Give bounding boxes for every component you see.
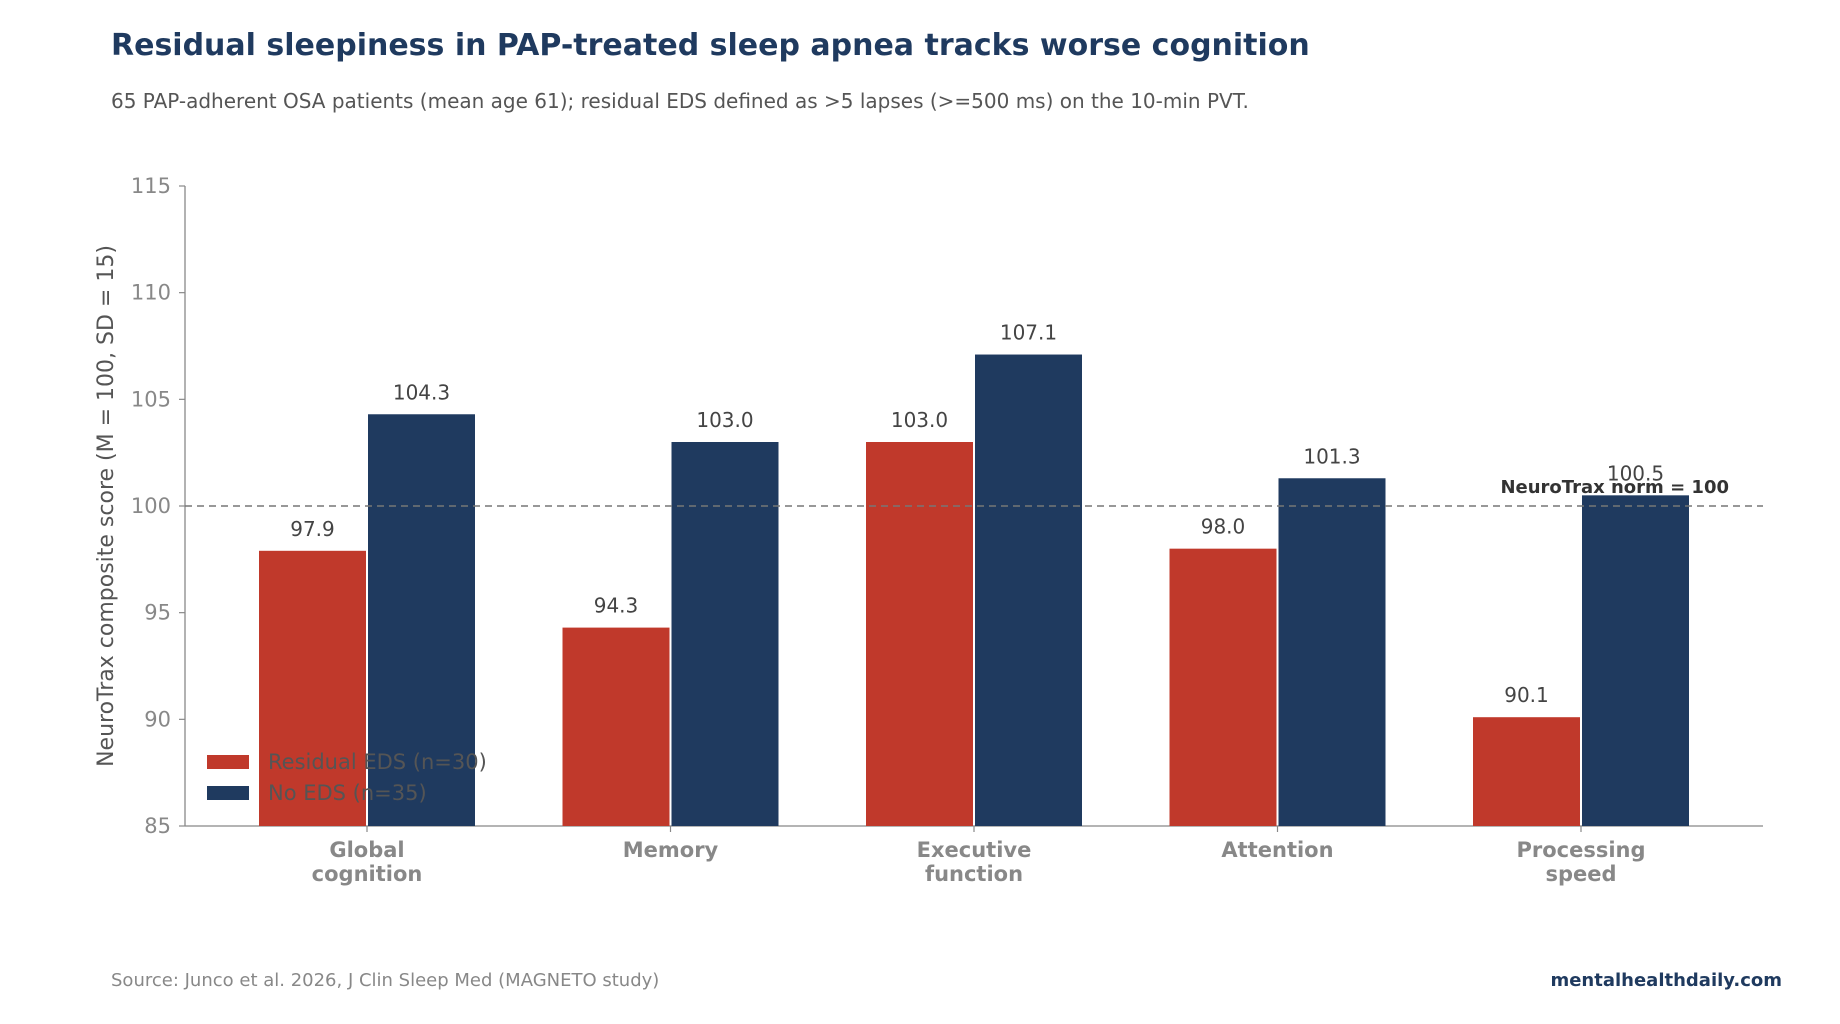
y-tick-label: 105 <box>131 387 171 411</box>
x-category-label: speed <box>1545 862 1616 886</box>
y-tick-label: 90 <box>144 707 171 731</box>
bar-no-eds <box>975 354 1082 826</box>
bar-no-eds <box>1582 495 1689 826</box>
legend-swatch <box>207 786 249 800</box>
source-note: Source: Junco et al. 2026, J Clin Sleep … <box>111 970 660 991</box>
x-category-label: Processing <box>1516 838 1645 862</box>
bar-residual-eds <box>259 550 366 826</box>
bar-value-label: 101.3 <box>1303 444 1360 468</box>
brand-link[interactable]: mentalhealthdaily.com <box>1550 970 1782 991</box>
bar-value-label: 90.1 <box>1504 683 1549 707</box>
bar-residual-eds <box>562 627 670 826</box>
bar-value-label: 98.0 <box>1201 515 1246 539</box>
chart-subtitle: 65 PAP-adherent OSA patients (mean age 6… <box>111 89 1249 113</box>
x-category-label: Global <box>329 838 404 862</box>
legend-label: Residual EDS (n=30) <box>268 750 487 774</box>
norm-reference-label: NeuroTrax norm = 100 <box>1500 477 1729 498</box>
legend-swatch <box>207 755 249 769</box>
y-tick-label: 100 <box>131 494 171 518</box>
bar-no-eds <box>368 414 475 826</box>
bar-no-eds <box>671 442 779 826</box>
bar-value-label: 97.9 <box>290 517 335 541</box>
bar-value-label: 103.0 <box>891 408 948 432</box>
bar-value-label: 104.3 <box>393 380 450 404</box>
x-category-label: function <box>925 862 1023 886</box>
bar-value-label: 100.5 <box>1607 461 1664 485</box>
x-category-label: Memory <box>623 838 719 862</box>
bar-value-label: 107.1 <box>1000 321 1057 345</box>
bar-no-eds <box>1278 478 1386 826</box>
x-category-label: Executive <box>917 838 1032 862</box>
bar-value-label: 103.0 <box>696 408 753 432</box>
x-category-label: Attention <box>1221 838 1333 862</box>
x-category-label: cognition <box>312 862 423 886</box>
bar-value-label: 94.3 <box>594 594 639 618</box>
y-tick-label: 115 <box>131 174 171 198</box>
bar-residual-eds <box>866 442 973 826</box>
y-tick-label: 110 <box>131 281 171 305</box>
y-tick-label: 85 <box>144 814 171 838</box>
y-tick-label: 95 <box>144 601 171 625</box>
y-axis-label: NeuroTrax composite score (M = 100, SD =… <box>94 245 119 767</box>
bar-residual-eds <box>1169 548 1277 826</box>
legend-label: No EDS (n=35) <box>268 781 427 805</box>
chart-title: Residual sleepiness in PAP-treated sleep… <box>111 28 1310 63</box>
bar-residual-eds <box>1473 717 1580 826</box>
